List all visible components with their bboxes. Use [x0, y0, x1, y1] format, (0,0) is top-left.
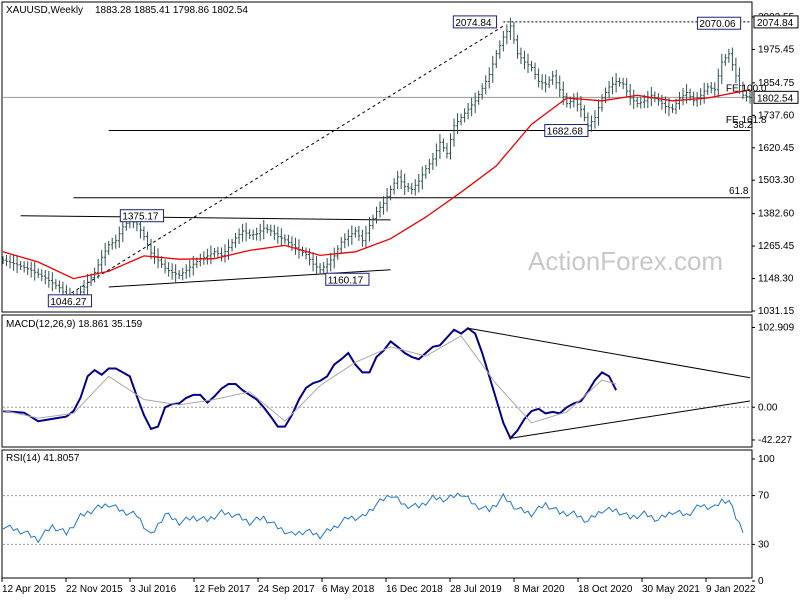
annotation-text: 1160.17 [328, 275, 364, 286]
x-tick-label: 8 Mar 2020 [514, 584, 565, 595]
x-tick-label: 12 Apr 2015 [2, 584, 56, 595]
label-box [544, 124, 589, 138]
rsi-pane: 100 70 30 0 [2, 454, 775, 587]
price-axis: 2092.551975.451854.751737.601620.451503.… [752, 12, 799, 317]
price-pane-frame [1, 1, 753, 313]
price-label-box: 1160.17 [325, 272, 370, 286]
x-tick-label: 16 Dec 2018 [386, 584, 443, 595]
x-tick-label: 24 Sep 2017 [258, 584, 315, 595]
x-tick-label: 6 May 2018 [322, 584, 375, 595]
fib-label: 61.8 [729, 186, 749, 197]
label-box [696, 16, 742, 30]
annotation-text: 1046.27 [50, 297, 87, 308]
x-tick-label: 18 Oct 2020 [578, 584, 633, 595]
label-box [119, 209, 165, 223]
price-label-box: 1682.68 [544, 124, 589, 138]
moving-average-line [2, 89, 751, 280]
macd-tick-label: 102.909 [758, 322, 795, 333]
x-tick-label: 12 Feb 2017 [194, 584, 251, 595]
price-label-box: 1375.17 [119, 209, 165, 223]
annotation-text: FE 100.0 [726, 84, 767, 95]
last-price-box [753, 90, 799, 104]
price-label-box: 2074.84 [452, 15, 498, 29]
annotation-text: 2074.84 [455, 18, 492, 29]
rsi-line [2, 492, 744, 544]
price-label-box: 2070.06 [696, 16, 742, 30]
label-box [325, 272, 370, 286]
price-tick-label: 1854.75 [758, 78, 795, 89]
watermark: ActionForex.com [528, 246, 723, 276]
price-ohlc-readout: 1883.28 1885.41 1798.86 1802.54 [95, 5, 248, 16]
macd-pane: 102.909 0.00 -42.227 [2, 322, 795, 446]
trend-line [66, 25, 504, 297]
rsi-title: RSI(14) 41.8057 [6, 453, 80, 464]
annotation-text: 1682.68 [547, 127, 584, 138]
x-axis: 12 Apr 2015 22 Nov 2015 3 Jul 2016 12 Feb 2… [1, 578, 756, 595]
fib-label: FE 161.8 [726, 115, 767, 126]
rsi-axis: 100 70 30 0 [752, 454, 775, 587]
price-tick-label: 1382.60 [758, 209, 795, 220]
rsi-tick-label: 0 [758, 576, 764, 587]
x-tick-label: 9 Jan 2022 [706, 584, 756, 595]
annotation-text: 2070.06 [699, 19, 736, 30]
macd-axis: 102.909 0.00 -42.227 [752, 322, 795, 446]
rsi-tick-label: 30 [758, 539, 770, 550]
price-tick-label: 1737.60 [758, 110, 795, 121]
annotation-text: FE 161.8 [726, 115, 767, 126]
price-tick-label: 1503.30 [758, 175, 795, 186]
price-tick-label: 1620.45 [758, 143, 795, 154]
price-tick-label: 1975.45 [758, 44, 795, 55]
annotation-text: 61.8 [729, 186, 749, 197]
x-tick-label: 28 Jul 2019 [450, 584, 502, 595]
macd-title: MACD(12,26,9) 18.861 35.159 [6, 319, 143, 330]
fib-label: 38.2 [733, 120, 753, 131]
trend-line [20, 215, 391, 221]
price-label-box: 1046.27 [47, 294, 93, 308]
signal-line [2, 335, 617, 424]
price-tick-label: 1265.45 [758, 241, 795, 252]
fib-label: FE 100.0 [726, 84, 767, 95]
label-box [452, 15, 498, 29]
price-tick-label: 1148.30 [758, 274, 794, 285]
pane-frames [1, 1, 753, 579]
price-pane: 2074.84 2070.06 1375.17 1160.17 1046.27 1682.… [1, 12, 799, 317]
rsi-tick-label: 100 [758, 454, 775, 465]
macd-upper-trendline [468, 327, 751, 379]
trend-line [108, 269, 391, 288]
macd-tick-label: 0.00 [758, 402, 778, 413]
macd-lower-trendline [510, 400, 751, 439]
annotation-text: 1375.17 [122, 212, 159, 223]
price-tick-label: 1031.15 [758, 306, 795, 317]
x-tick-label: 22 Nov 2015 [66, 584, 123, 595]
macd-tick-label: -42.227 [758, 435, 792, 446]
label-box [47, 294, 93, 308]
annotation-text: 38.2 [733, 120, 753, 131]
high-price-label: 2074.84 [757, 18, 794, 29]
x-tick-label: 3 Jul 2016 [130, 584, 177, 595]
macd-pane-frame [1, 314, 753, 448]
rsi-pane-frame [1, 449, 753, 579]
high-price-box [753, 15, 799, 29]
price-title: XAUUSD,Weekly [6, 5, 83, 16]
last-price-label: 1802.54 [757, 93, 794, 104]
x-tick-label: 30 May 2021 [642, 584, 700, 595]
macd-line [2, 326, 617, 441]
rsi-tick-label: 70 [758, 491, 770, 502]
